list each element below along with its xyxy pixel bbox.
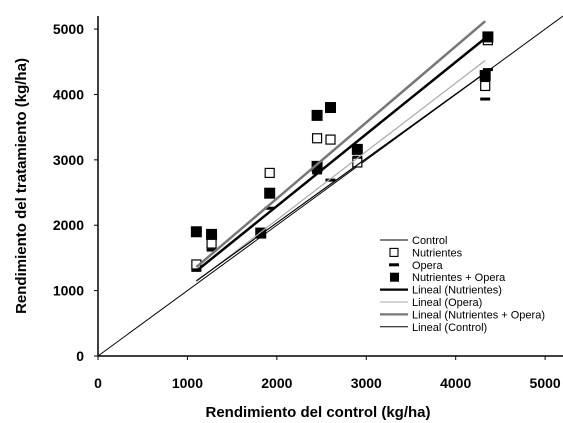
data-point bbox=[325, 178, 336, 182]
data-point bbox=[482, 68, 493, 72]
data-point bbox=[352, 155, 363, 159]
x-tick-label: 2000 bbox=[261, 375, 292, 391]
data-point bbox=[311, 160, 323, 172]
data-point bbox=[311, 109, 323, 121]
data-point bbox=[482, 31, 494, 43]
y-axis-title: Rendimiento del tratamiento (kg/ha) bbox=[13, 58, 30, 314]
data-point bbox=[190, 226, 202, 238]
data-point bbox=[325, 134, 336, 145]
legend-item: Lineal (Opera) bbox=[380, 297, 482, 309]
data-point bbox=[206, 228, 218, 240]
legend-item: Opera bbox=[389, 260, 443, 272]
legend-label: Nutrientes bbox=[412, 247, 463, 259]
y-tick-label: 5000 bbox=[53, 21, 84, 37]
axes-layer: 0 1000 2000 3000 4000 5000 0 1000 2000 3000 4000 50… bbox=[53, 16, 563, 391]
legend-swatch bbox=[390, 272, 399, 282]
legend-label: Opera bbox=[412, 260, 443, 272]
legend-label: Lineal (Nutrientes + Opera) bbox=[412, 309, 545, 321]
legend-item: Nutrientes bbox=[389, 247, 463, 259]
data-point bbox=[311, 133, 323, 144]
data-point bbox=[206, 248, 217, 252]
data-point bbox=[255, 227, 267, 239]
y-tick-label: 3000 bbox=[53, 152, 84, 168]
legend-label: Nutrientes + Opera bbox=[412, 272, 506, 284]
legend-label: Lineal (Nutrientes) bbox=[412, 285, 502, 297]
series-line bbox=[195, 37, 486, 272]
data-point bbox=[480, 80, 491, 92]
legend-swatch bbox=[389, 263, 399, 267]
legend-item: Lineal (Control) bbox=[380, 322, 487, 334]
series-lineal-opera- bbox=[196, 59, 486, 282]
data-point bbox=[264, 206, 275, 210]
series-lineal-nutrientes- bbox=[195, 37, 486, 272]
series-nutrientes-opera bbox=[190, 31, 494, 240]
x-axis-title: Rendimiento del control (kg/ha) bbox=[205, 404, 430, 421]
legend-item: Lineal (Nutrientes + Opera) bbox=[380, 309, 545, 321]
x-tick-label: 4000 bbox=[440, 375, 471, 391]
legend-swatch bbox=[389, 247, 399, 257]
legend-label: Lineal (Opera) bbox=[412, 297, 482, 309]
series-line bbox=[97, 15, 563, 357]
series-lineal-control- bbox=[196, 72, 486, 282]
legend-item: Control bbox=[380, 235, 447, 247]
y-tick-label: 2000 bbox=[53, 217, 84, 233]
series-line bbox=[196, 59, 486, 282]
legend-label: Lineal (Control) bbox=[412, 322, 487, 334]
data-point bbox=[206, 238, 217, 249]
data-point bbox=[480, 97, 491, 101]
legend-item: Lineal (Nutrientes) bbox=[380, 285, 502, 297]
data-point bbox=[351, 143, 363, 155]
y-tick-label: 4000 bbox=[53, 86, 84, 102]
series-layer bbox=[97, 15, 563, 357]
data-point bbox=[264, 187, 276, 199]
legend-item: Nutrientes + Opera bbox=[390, 272, 506, 284]
data-point bbox=[264, 167, 275, 179]
data-point bbox=[325, 102, 336, 114]
data-point bbox=[479, 70, 491, 81]
series-lineal-nutrientes-opera- bbox=[195, 20, 487, 269]
series-control bbox=[97, 15, 563, 357]
x-tick-label: 0 bbox=[94, 375, 102, 391]
y-tick-label: 0 bbox=[76, 348, 84, 364]
x-tick-label: 5000 bbox=[530, 375, 561, 391]
y-tick-label: 1000 bbox=[53, 283, 84, 299]
series-line bbox=[195, 20, 487, 269]
x-tick-label: 3000 bbox=[351, 375, 382, 391]
legend-label: Control bbox=[412, 235, 447, 247]
x-tick-label: 1000 bbox=[172, 375, 203, 391]
series-line bbox=[196, 72, 486, 282]
